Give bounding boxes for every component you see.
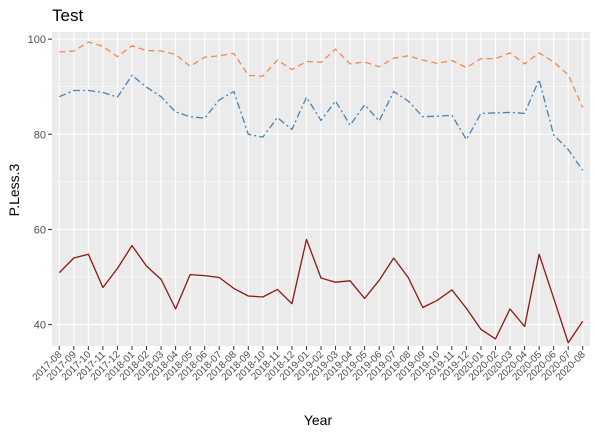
y-axis-title: P.Less.3 [6,163,22,216]
series-line-3 [58,238,584,344]
y-tick-label: 40 [34,320,46,332]
x-axis-ticks: 2017-082017-092017-102017-112017-122018-… [31,346,588,383]
y-tick-label: 100 [28,34,46,46]
y-tick-label: 80 [34,129,46,141]
major-gridlines [52,32,590,346]
x-axis-title: Year [304,412,333,428]
y-tick-label: 60 [34,224,46,236]
series-line-1 [59,41,584,108]
series-lines [58,41,584,344]
y-axis-ticks: 40 60 80 100 [28,34,52,332]
series-line-2 [59,74,584,171]
chart-title: Test [52,6,83,25]
